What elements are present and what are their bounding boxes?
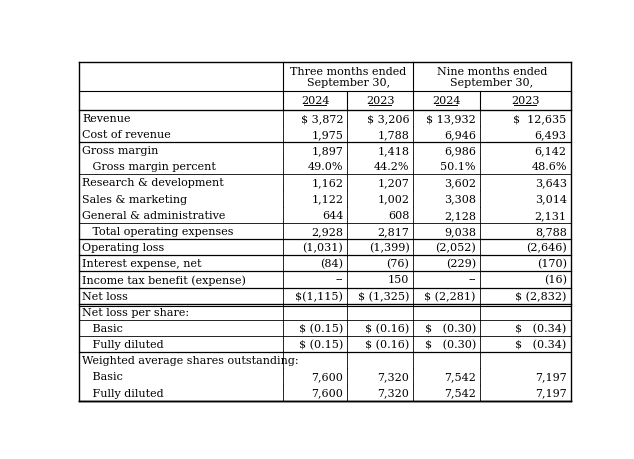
Text: 7,320: 7,320 (378, 372, 410, 381)
Text: $ 13,932: $ 13,932 (426, 113, 476, 123)
Text: (1,031): (1,031) (302, 242, 343, 253)
Text: 1,122: 1,122 (311, 194, 343, 204)
Text: 7,542: 7,542 (444, 372, 476, 381)
Text: 1,002: 1,002 (377, 194, 410, 204)
Text: Gross margin percent: Gross margin percent (82, 162, 216, 172)
Text: $ (0.16): $ (0.16) (365, 339, 410, 349)
Text: 1,418: 1,418 (377, 146, 410, 156)
Text: 3,308: 3,308 (444, 194, 476, 204)
Text: Income tax benefit (expense): Income tax benefit (expense) (82, 274, 246, 285)
Text: (1,399): (1,399) (369, 242, 410, 253)
Text: 3,643: 3,643 (534, 178, 567, 188)
Text: 8,788: 8,788 (535, 226, 567, 236)
Text: Net loss: Net loss (82, 291, 128, 301)
Text: (16): (16) (544, 274, 567, 285)
Text: 2,131: 2,131 (534, 210, 567, 220)
Text: $  12,635: $ 12,635 (514, 113, 567, 123)
Text: 2024: 2024 (301, 96, 329, 106)
Text: (2,646): (2,646) (526, 242, 567, 253)
Text: $(1,115): $(1,115) (295, 291, 343, 301)
Text: 1,788: 1,788 (378, 129, 410, 140)
Text: Operating loss: Operating loss (82, 242, 165, 252)
Text: Net loss per share:: Net loss per share: (82, 307, 190, 317)
Text: $ (2,281): $ (2,281) (424, 291, 476, 301)
Text: 7,600: 7,600 (311, 388, 343, 398)
Text: (76): (76) (387, 258, 410, 269)
Text: 1,207: 1,207 (378, 178, 410, 188)
Text: 7,542: 7,542 (444, 388, 476, 398)
Text: 7,197: 7,197 (535, 388, 567, 398)
Text: 150: 150 (388, 275, 410, 285)
Text: Basic: Basic (82, 323, 123, 333)
Text: 7,197: 7,197 (535, 372, 567, 381)
Text: 6,142: 6,142 (534, 146, 567, 156)
Text: 2023: 2023 (511, 96, 540, 106)
Text: (84): (84) (320, 258, 343, 269)
Text: 2,128: 2,128 (444, 210, 476, 220)
Text: Cost of revenue: Cost of revenue (82, 129, 171, 140)
Text: Gross margin: Gross margin (82, 146, 158, 156)
Text: Research & development: Research & development (82, 178, 224, 188)
Text: $ (1,325): $ (1,325) (358, 291, 410, 301)
Text: Revenue: Revenue (82, 113, 131, 123)
Text: Basic: Basic (82, 372, 123, 381)
Text: 44.2%: 44.2% (374, 162, 410, 172)
Text: 7,320: 7,320 (378, 388, 410, 398)
Text: $ (0.15): $ (0.15) (299, 323, 343, 333)
Text: 50.1%: 50.1% (441, 162, 476, 172)
Text: Fully diluted: Fully diluted (82, 339, 164, 349)
Text: $ (0.16): $ (0.16) (365, 323, 410, 333)
Text: 1,897: 1,897 (311, 146, 343, 156)
Text: 2024: 2024 (432, 96, 461, 106)
Text: 3,602: 3,602 (444, 178, 476, 188)
Text: $   (0.34): $ (0.34) (515, 323, 567, 333)
Text: $ 3,872: $ 3,872 (301, 113, 343, 123)
Text: General & administrative: General & administrative (82, 210, 226, 220)
Text: Total operating expenses: Total operating expenses (82, 226, 234, 236)
Text: $   (0.30): $ (0.30) (425, 323, 476, 333)
Text: Three months ended
September 30,: Three months ended September 30, (290, 67, 406, 88)
Text: $ (0.15): $ (0.15) (299, 339, 343, 349)
Text: (170): (170) (537, 258, 567, 269)
Text: $   (0.34): $ (0.34) (515, 339, 567, 349)
Text: $ 3,206: $ 3,206 (367, 113, 410, 123)
Text: Fully diluted: Fully diluted (82, 388, 164, 398)
Text: 6,946: 6,946 (444, 129, 476, 140)
Text: 7,600: 7,600 (311, 372, 343, 381)
Text: 2023: 2023 (366, 96, 394, 106)
Text: --: -- (335, 275, 343, 285)
Text: (2,052): (2,052) (435, 242, 476, 253)
Text: (229): (229) (446, 258, 476, 269)
Text: 48.6%: 48.6% (531, 162, 567, 172)
Text: 644: 644 (322, 210, 343, 220)
Text: $   (0.30): $ (0.30) (425, 339, 476, 349)
Text: 2,817: 2,817 (378, 226, 410, 236)
Text: --: -- (469, 275, 476, 285)
Text: 1,162: 1,162 (311, 178, 343, 188)
Text: Sales & marketing: Sales & marketing (82, 194, 188, 204)
Text: 9,038: 9,038 (444, 226, 476, 236)
Text: $ (2,832): $ (2,832) (515, 291, 567, 301)
Text: 49.0%: 49.0% (307, 162, 343, 172)
Text: 6,493: 6,493 (534, 129, 567, 140)
Text: Nine months ended
September 30,: Nine months ended September 30, (437, 67, 547, 88)
Text: 1,975: 1,975 (311, 129, 343, 140)
Text: 608: 608 (388, 210, 410, 220)
Text: 3,014: 3,014 (534, 194, 567, 204)
Text: Weighted average shares outstanding:: Weighted average shares outstanding: (82, 356, 299, 365)
Text: 2,928: 2,928 (311, 226, 343, 236)
Text: 6,986: 6,986 (444, 146, 476, 156)
Text: Interest expense, net: Interest expense, net (82, 259, 202, 269)
